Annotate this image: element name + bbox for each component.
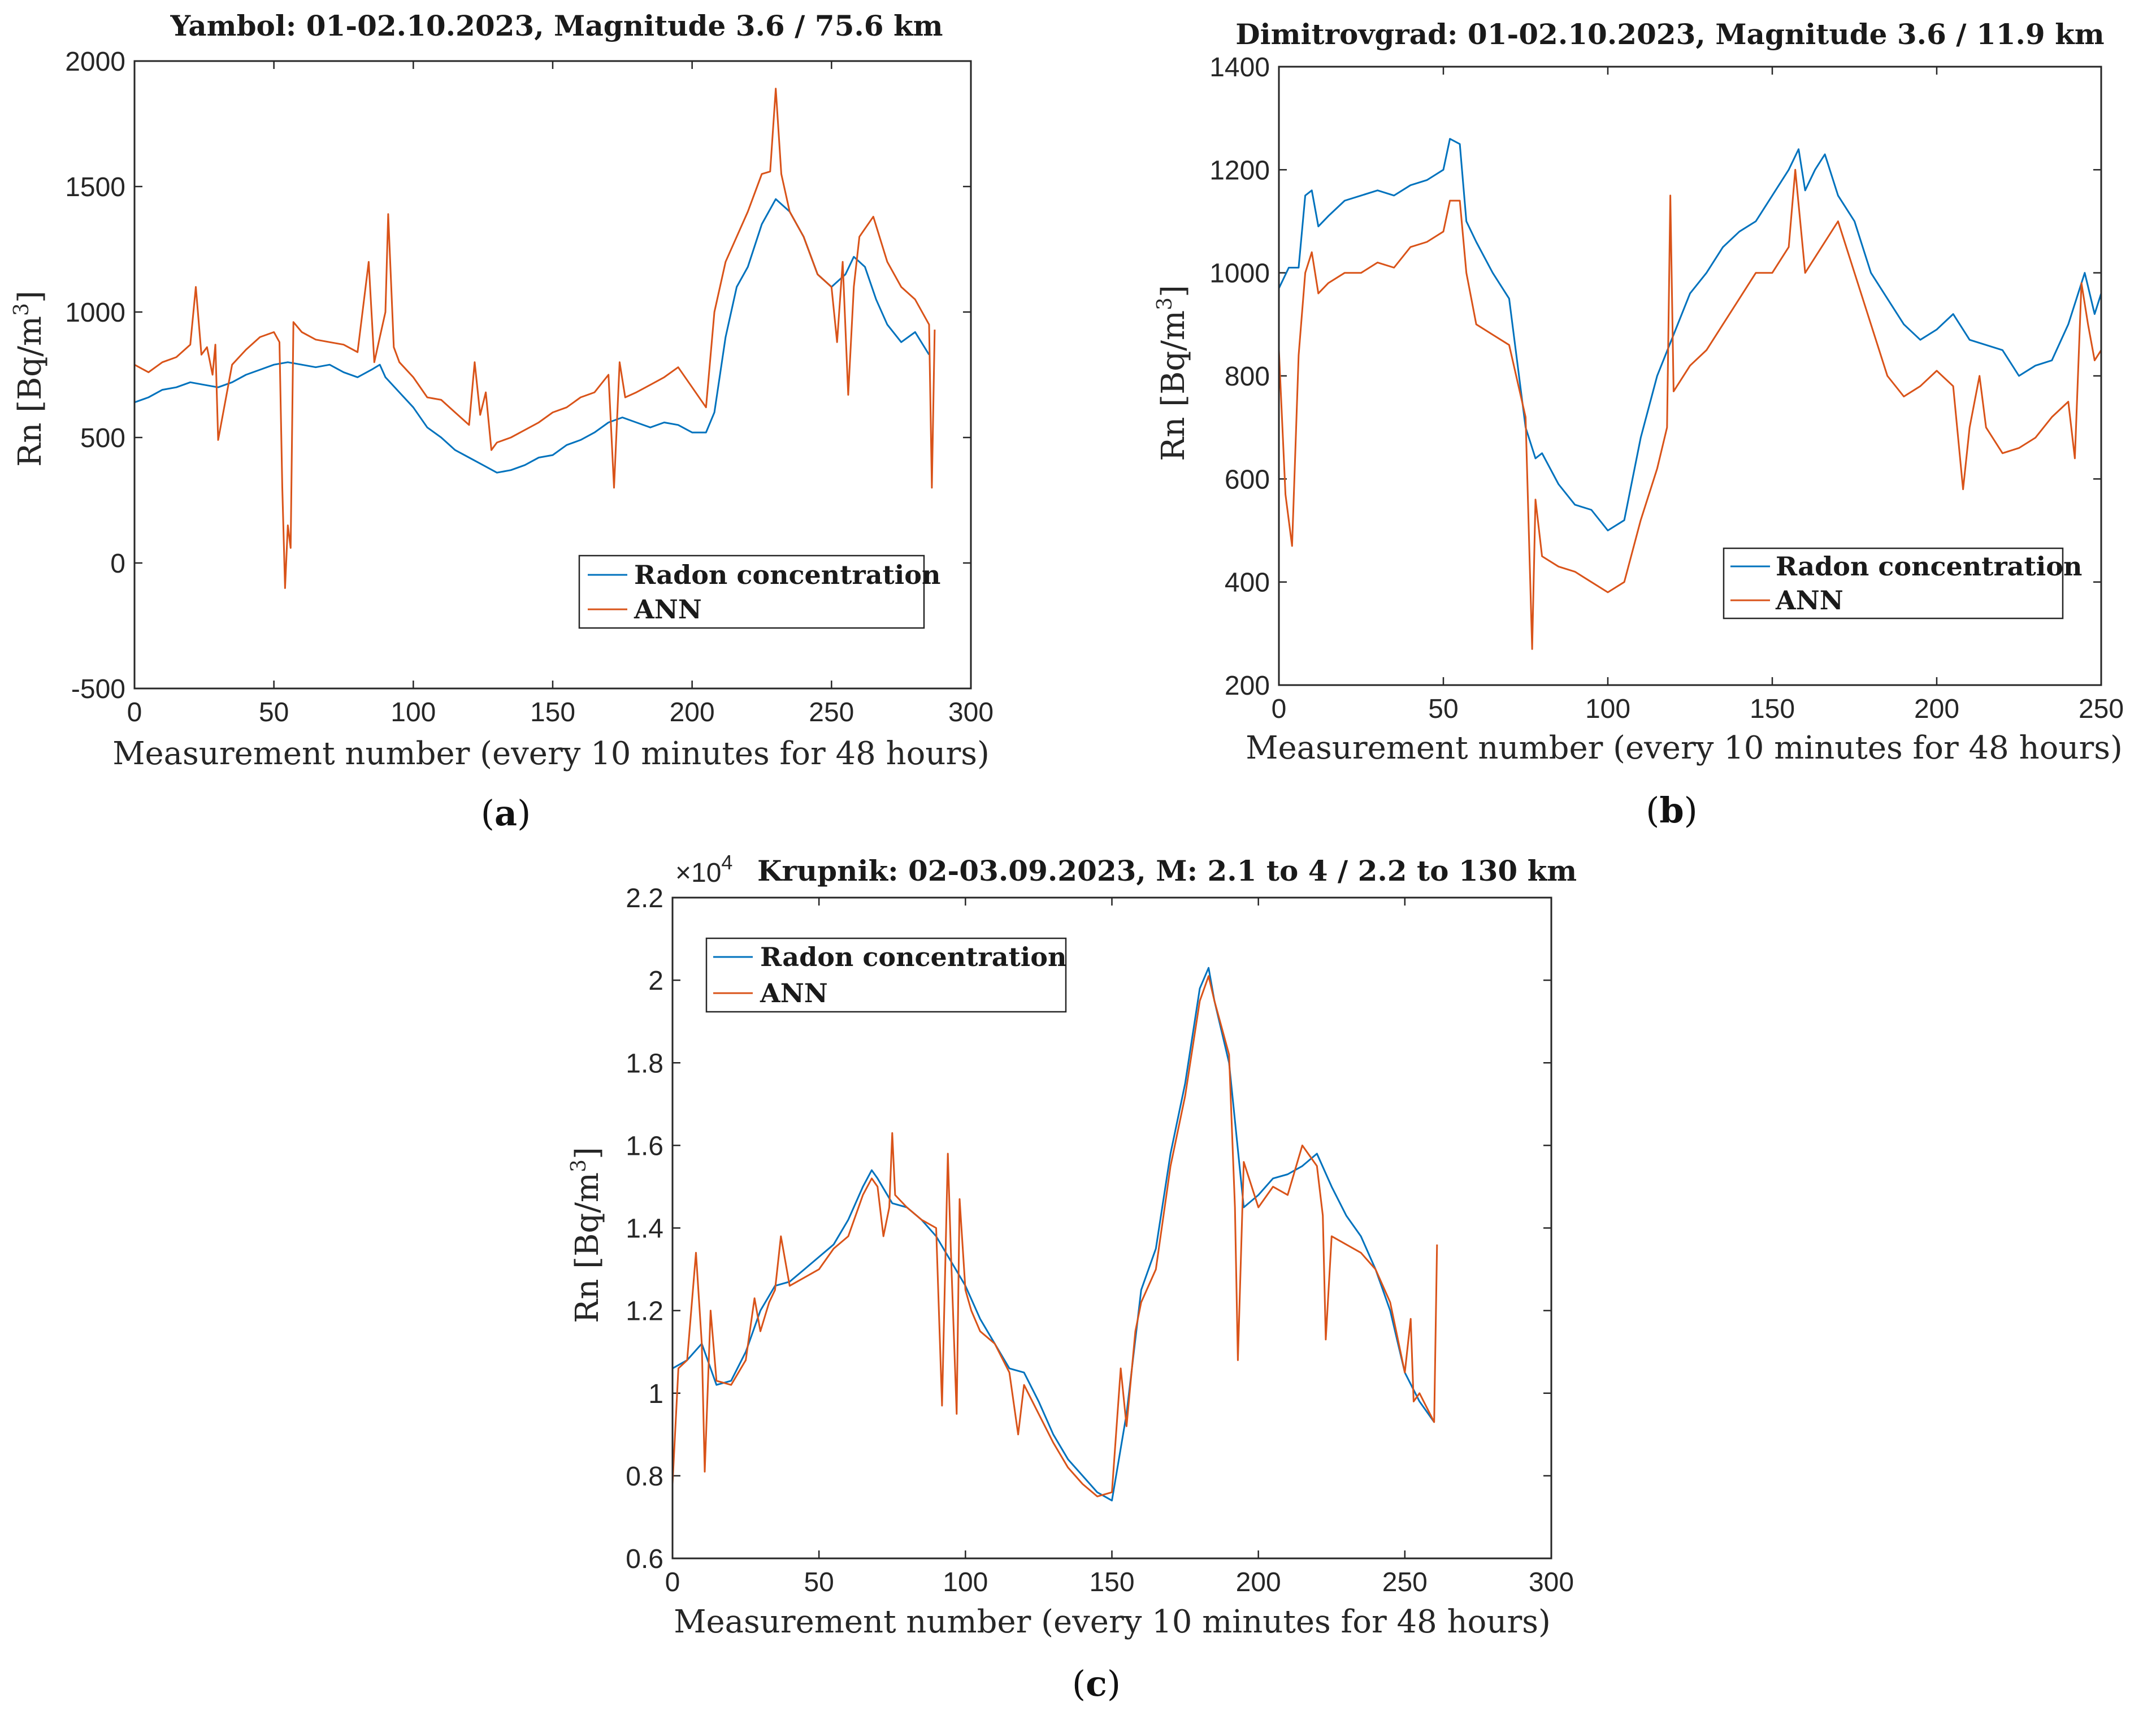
- y-tick-label: 0.8: [626, 1462, 663, 1492]
- y-tick-label: 1200: [1209, 155, 1270, 185]
- y-axis-label: Rn [Bq/m3]: [1153, 285, 1192, 461]
- panel-label-b: (b): [1646, 790, 1698, 831]
- tick-labels: 0 50 100 150 200 250 300 0.6 0.8 1 1.2 1.4 1.6 1.8 2 2.…: [626, 883, 1574, 1597]
- x-tick-label: 200: [670, 698, 715, 727]
- y-tick-label: 1500: [65, 172, 125, 202]
- plot-area-frame: [1278, 66, 2102, 686]
- x-tick-label: 200: [1236, 1567, 1281, 1597]
- y-tick-label: 0.6: [626, 1544, 663, 1574]
- y-tick-label: 1.2: [626, 1297, 663, 1327]
- x-axis-label: Measurement number (every 10 minutes for…: [674, 1604, 1551, 1640]
- y-tick-label: 1400: [1209, 53, 1270, 83]
- y-tick-label: 2.2: [626, 883, 663, 913]
- legend: Radon concentration ANN: [578, 555, 940, 629]
- legend-box: [705, 937, 1067, 1013]
- y-tick-label: 200: [1225, 671, 1270, 701]
- y-tick-label: 1000: [65, 298, 125, 328]
- y-tick-label: 2000: [65, 47, 125, 77]
- series-radon-concentration-line: [1278, 138, 2102, 531]
- x-axis-label: Measurement number (every 10 minutes for…: [112, 735, 990, 772]
- series-ann-line: [1278, 168, 2102, 650]
- legend-label-radon: Radon concentration: [760, 942, 1066, 972]
- y-tick-label: -500: [71, 674, 125, 704]
- plot-area-frame: [671, 896, 1552, 1560]
- x-tick-label: 200: [1914, 694, 1959, 724]
- series-radon-concentration-line: [672, 967, 1435, 1502]
- y-tick-label: 2: [648, 966, 663, 996]
- x-tick-label: 150: [1089, 1567, 1134, 1597]
- panel-label-c: (c): [1072, 1663, 1121, 1704]
- x-tick-label: 50: [1428, 694, 1458, 724]
- x-tick-label: 100: [943, 1567, 988, 1597]
- tick-labels: 0 50 100 150 200 250 200 400 600 800 1000 1200 1400: [1209, 53, 2124, 724]
- x-tick-label: 300: [1529, 1567, 1574, 1597]
- chart-title: Krupnik: 02-03.09.2023, M: 2.1 to 4 / 2.…: [757, 854, 1577, 887]
- chart-panel-a: Yambol: 01-02.10.2023, Magnitude 3.6 / 7…: [10, 9, 994, 834]
- x-tick-label: 300: [948, 698, 994, 727]
- x-tick-label: 250: [1382, 1567, 1428, 1597]
- legend: Radon concentration ANN: [1723, 547, 2082, 620]
- legend-label-ann: ANN: [1775, 585, 1843, 616]
- legend-label-radon: Radon concentration: [1776, 551, 2082, 582]
- chart-panel-c: ×104 Krupnik: 02-03.09.2023, M: 2.1 to 4…: [567, 851, 1577, 1704]
- series-group: [671, 967, 1438, 1502]
- legend-label-radon: Radon concentration: [634, 560, 940, 590]
- x-tick-label: 100: [391, 698, 436, 727]
- y-tick-label: 500: [80, 423, 125, 453]
- chart-title: Dimitrovgrad: 01-02.10.2023, Magnitude 3…: [1235, 18, 2104, 51]
- x-tick-label: 0: [127, 698, 142, 727]
- series-group: [134, 88, 936, 589]
- chart-title: Yambol: 01-02.10.2023, Magnitude 3.6 / 7…: [170, 9, 943, 42]
- panel-label-a: (a): [481, 792, 531, 834]
- legend: Radon concentration ANN: [705, 937, 1067, 1013]
- x-tick-label: 250: [2079, 694, 2124, 724]
- plot-area-frame: [133, 60, 972, 690]
- legend-label-ann: ANN: [634, 594, 702, 625]
- y-tick-label: 0: [110, 549, 125, 579]
- x-tick-label: 100: [1585, 694, 1630, 724]
- x-tick-label: 150: [1750, 694, 1795, 724]
- sci-multiplier: ×104: [675, 851, 732, 888]
- x-tick-label: 0: [1272, 694, 1287, 724]
- x-tick-label: 0: [665, 1567, 680, 1597]
- y-tick-label: 1: [648, 1379, 663, 1409]
- y-tick-label: 400: [1225, 568, 1270, 598]
- series-ann-line: [671, 975, 1438, 1497]
- legend-box: [578, 555, 925, 629]
- series-ann-line: [134, 88, 936, 589]
- x-tick-label: 50: [804, 1567, 834, 1597]
- y-tick-label: 800: [1225, 362, 1270, 392]
- y-axis-label: Rn [Bq/m3]: [567, 1147, 606, 1323]
- chart-panel-b: Dimitrovgrad: 01-02.10.2023, Magnitude 3…: [1153, 18, 2124, 831]
- y-tick-label: 1.8: [626, 1049, 663, 1078]
- legend-box: [1723, 547, 2064, 620]
- y-tick-label: 1.4: [626, 1214, 663, 1244]
- x-tick-label: 150: [530, 698, 575, 727]
- y-tick-label: 1000: [1209, 259, 1270, 289]
- y-axis-label: Rn [Bq/m3]: [10, 291, 49, 467]
- legend-label-ann: ANN: [760, 978, 828, 1008]
- x-tick-label: 250: [809, 698, 854, 727]
- x-axis-label: Measurement number (every 10 minutes for…: [1246, 730, 2123, 766]
- series-group: [1278, 138, 2102, 650]
- y-tick-label: 1.6: [626, 1131, 663, 1161]
- x-tick-label: 50: [259, 698, 289, 727]
- y-tick-label: 600: [1225, 465, 1270, 495]
